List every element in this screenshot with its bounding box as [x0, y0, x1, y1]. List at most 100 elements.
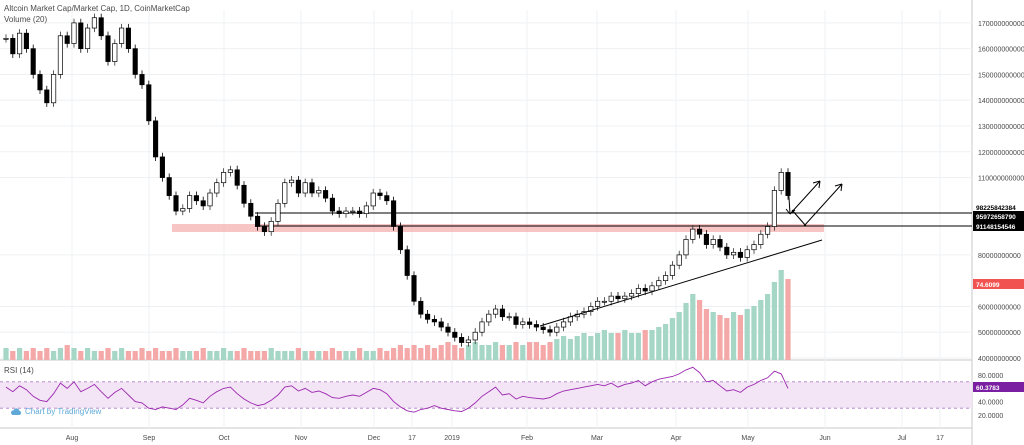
volume-bar [567, 339, 573, 360]
volume-bar [608, 333, 614, 360]
volume-bar [554, 339, 560, 360]
candle-layer [3, 13, 791, 347]
volume-bar [690, 294, 696, 360]
volume-bar [275, 351, 281, 360]
volume-bar [316, 351, 322, 360]
volume-bar [268, 348, 274, 360]
candle-body [384, 195, 390, 202]
watermark-text: Chart by TradingView [25, 407, 102, 416]
candle-body [227, 169, 233, 173]
candle-body [731, 251, 737, 256]
candle-body [105, 35, 111, 62]
volume-layer [3, 270, 791, 360]
volume-bar [669, 318, 675, 360]
candle-body [370, 192, 376, 207]
volume-bar [581, 333, 587, 360]
volume-bar [540, 345, 546, 360]
volume-bar [234, 351, 240, 360]
volume-bar [459, 348, 465, 360]
candle-body [255, 215, 261, 227]
candle-body [343, 210, 349, 214]
volume-bar [547, 342, 553, 360]
chart-legend: Altcoin Market Cap/Market Cap, 1D, CoinM… [4, 3, 190, 25]
candle-body [187, 195, 193, 209]
volume-bar [676, 312, 682, 360]
rsi-badge: 60.3783 [976, 385, 1000, 392]
rsi-tick-label: 40.0000 [978, 400, 1003, 407]
volume-bar [357, 348, 363, 360]
candle-body [703, 233, 709, 245]
volume-bar [663, 324, 669, 360]
volume-bar [221, 348, 227, 360]
volume-bar [159, 351, 165, 360]
x-tick-label: Nov [295, 435, 308, 442]
candle-body [418, 300, 424, 315]
candle-body [132, 48, 138, 75]
candle-body [139, 74, 145, 86]
volume-bar [71, 348, 77, 360]
volume-label: Volume (20) [4, 15, 48, 24]
volume-bar [64, 345, 70, 360]
rsi-layer [0, 366, 972, 413]
volume-bar [112, 351, 118, 360]
volume-bar [166, 351, 172, 360]
candle-body [248, 202, 254, 217]
y-tick-label: 140000000000 [978, 98, 1024, 105]
volume-bar [465, 345, 471, 360]
y-tick-label: 160000000000 [978, 47, 1024, 54]
candle-body [656, 280, 662, 287]
candle-body [71, 22, 77, 44]
support-zone [172, 224, 824, 232]
candle-body [363, 205, 369, 214]
volume-bar [499, 345, 505, 360]
candle-body [465, 339, 471, 343]
candle-body [241, 184, 247, 204]
price-level-badge: 91148154546 [976, 224, 1016, 231]
candle-body [51, 74, 57, 104]
tradingview-watermark[interactable]: Chart by TradingView [10, 407, 101, 416]
candle-body [642, 288, 648, 292]
x-tick-label: 2019 [444, 435, 460, 442]
volume-bar [683, 303, 689, 360]
volume-bar [765, 294, 771, 360]
candle-body [425, 313, 431, 320]
volume-bar [710, 312, 716, 360]
candle-body [329, 197, 335, 212]
rsi-tick-label: 20.0000 [978, 413, 1003, 420]
candle-body [44, 89, 50, 104]
candle-body [697, 228, 703, 235]
y-tick-label: 80000000000 [978, 253, 1021, 260]
volume-bar [132, 351, 138, 360]
candle-body [200, 200, 206, 207]
candle-body [744, 249, 750, 258]
candle-body [214, 182, 220, 194]
candle-body [180, 208, 186, 212]
volume-bar [200, 348, 206, 360]
y-tick-label: 60000000000 [978, 304, 1021, 311]
volume-bar [758, 300, 764, 360]
volume-bar [642, 330, 648, 360]
candle-body [159, 156, 165, 178]
volume-badge-bg [973, 279, 1024, 289]
candle-body [649, 285, 655, 292]
candle-body [527, 321, 533, 325]
y-tick-label: 170000000000 [978, 21, 1024, 28]
candle-body [683, 239, 689, 256]
volume-bar [425, 345, 431, 360]
volume-bar [397, 345, 403, 360]
candle-body [221, 172, 227, 184]
volume-bar [438, 345, 444, 360]
volume-bar [261, 351, 267, 360]
volume-bar [343, 351, 349, 360]
volume-bar [656, 327, 662, 360]
candle-body [173, 195, 179, 212]
support-zone-layer [172, 212, 972, 232]
candle-body [595, 300, 601, 307]
rsi-badge-bg [973, 382, 1024, 392]
candle-body [207, 192, 213, 207]
volume-bar [153, 348, 159, 360]
candle-body [125, 27, 131, 50]
candle-body [554, 326, 560, 333]
candle-body [506, 316, 512, 319]
